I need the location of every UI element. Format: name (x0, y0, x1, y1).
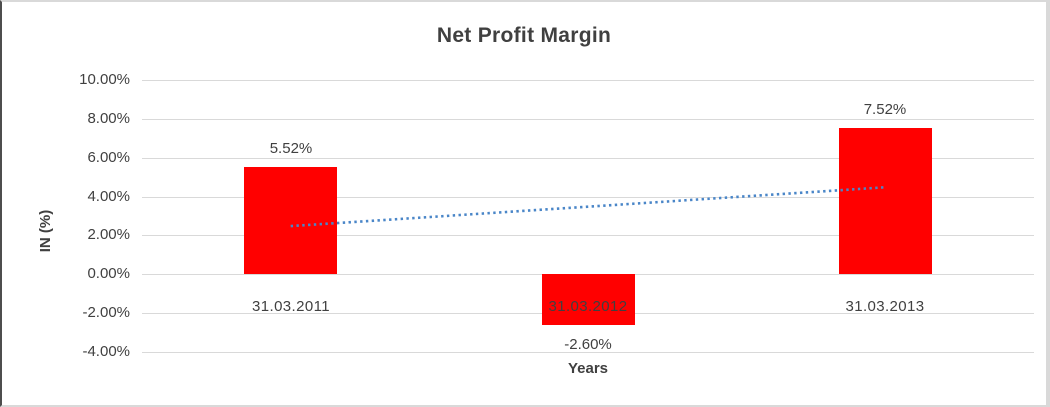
x-category-label: 31.03.2011 (252, 298, 330, 315)
y-tick-label: 10.00% (79, 71, 130, 88)
bar-data-label: -2.60% (564, 336, 612, 353)
y-tick-label: -2.00% (82, 304, 130, 321)
bar-data-label: 5.52% (269, 140, 313, 157)
bar-data-label: 7.52% (863, 101, 907, 118)
gridline (142, 158, 1034, 159)
chart-title: Net Profit Margin (436, 24, 612, 47)
gridline (142, 352, 1034, 353)
y-tick-label: -4.00% (82, 343, 130, 360)
x-category-label: 31.03.2013 (845, 298, 925, 315)
bar (839, 128, 932, 274)
y-tick-label: 8.00% (87, 110, 130, 127)
y-tick-label: 4.00% (87, 188, 130, 205)
y-tick-label: 2.00% (87, 226, 130, 243)
gridline (142, 80, 1034, 81)
x-category-label: 31.03.2012 (548, 298, 628, 315)
y-tick-label: 0.00% (87, 265, 130, 282)
gridline (142, 119, 1034, 120)
x-axis-title: Years (567, 360, 609, 377)
bar (542, 274, 635, 325)
gridline (142, 235, 1034, 236)
bar (244, 167, 337, 274)
y-tick-label: 6.00% (87, 149, 130, 166)
